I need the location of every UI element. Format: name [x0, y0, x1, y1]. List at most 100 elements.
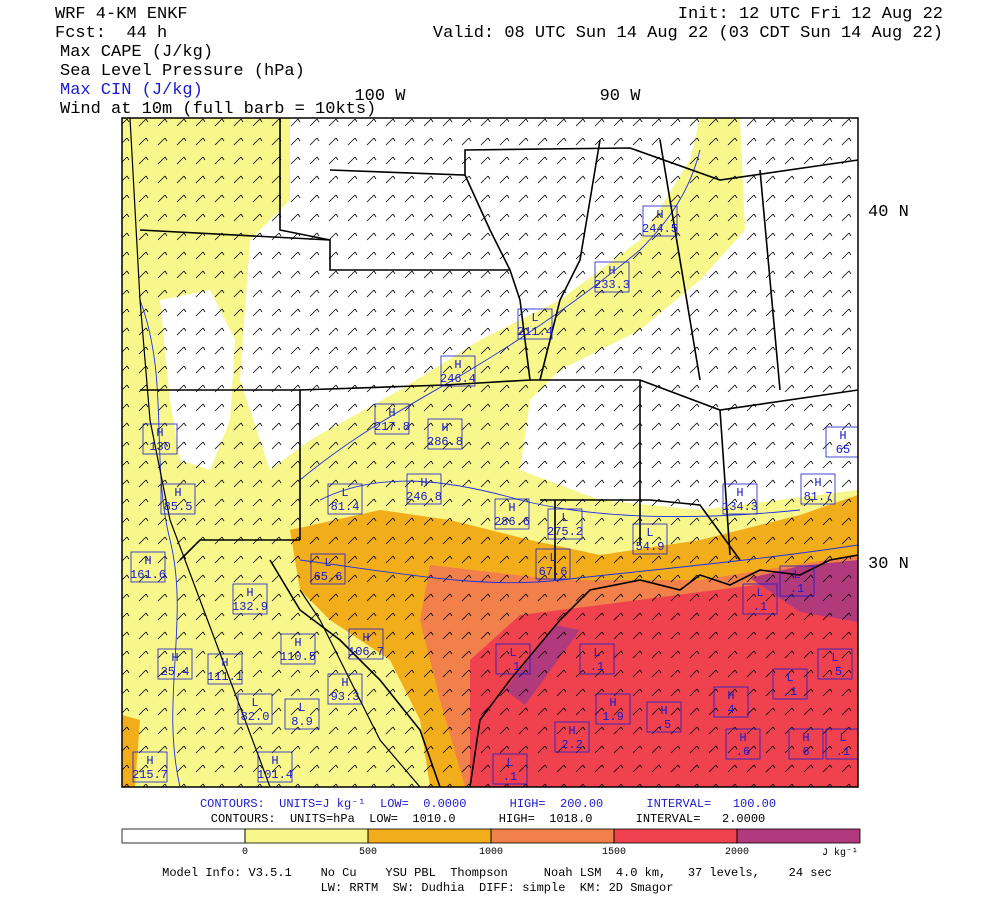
center-box: [554, 721, 590, 753]
valid-time: Valid: 08 UTC Sun 14 Aug 22 (03 CDT Sun …: [433, 24, 943, 43]
field-label: Sea Level Pressure (hPa): [60, 62, 305, 81]
center-value: .5: [828, 665, 842, 679]
colorbar-box: [121, 828, 246, 844]
center-type: H: [146, 754, 153, 768]
contour: [299, 544, 858, 584]
pressure-center: H1.9: [595, 693, 631, 725]
center-value: 286.8: [427, 435, 463, 449]
pressure-center: H.6: [725, 728, 761, 760]
center-value: .1: [590, 660, 604, 674]
center-type: H: [171, 651, 178, 665]
pressure-center: L.1: [495, 643, 531, 675]
center-box: [800, 473, 836, 505]
center-type: L: [831, 651, 838, 665]
pressure-center: H85.5: [160, 483, 196, 515]
pressure-center: L.1: [825, 728, 858, 760]
center-value: 101.4: [257, 768, 293, 782]
center-box: [348, 628, 384, 660]
center-box: [772, 668, 808, 700]
center-box: [547, 508, 583, 540]
center-type: H: [656, 208, 663, 222]
center-box: [579, 643, 615, 675]
field-label: Max CAPE (J/kg): [60, 43, 213, 62]
model-info: Model Info: V3.5.1 No Cu YSU PBL Thompso…: [162, 866, 832, 880]
colorbar-tick-label: 1000: [479, 847, 503, 858]
contour: [299, 149, 701, 481]
pressure-center: L.1: [779, 565, 815, 597]
center-box: [374, 403, 410, 435]
center-box: [427, 418, 463, 450]
colorbar-tick-label: 500: [359, 847, 377, 858]
state-border: [530, 379, 858, 580]
colorbar-box: [613, 828, 738, 844]
pressure-center: H25.4: [157, 648, 193, 680]
center-value: 244.5: [642, 222, 678, 236]
center-type: H: [739, 731, 746, 745]
latitude-label: 30 N: [868, 555, 909, 574]
center-value: 111.1: [207, 670, 243, 684]
pressure-center: H2.2: [554, 721, 590, 753]
pressure-center: L.1: [492, 753, 528, 785]
center-value: 67.6: [539, 565, 568, 579]
center-value: .1: [503, 770, 517, 784]
center-value: .1: [783, 685, 797, 699]
center-value: 81.7: [804, 490, 833, 504]
contour-info: CONTOURS: UNITS=hPa LOW= 1010.0 HIGH= 10…: [211, 812, 766, 826]
center-value: 106.7: [348, 645, 384, 659]
colorbar: 0 500 1000 1500 2000: [121, 828, 861, 858]
center-box: [492, 753, 528, 785]
center-box: [725, 728, 761, 760]
center-box: [595, 693, 631, 725]
center-box: [257, 751, 293, 783]
center-type: H: [420, 476, 427, 490]
forecast-hour: Fcst: 44 h: [55, 24, 167, 43]
center-type: L: [646, 526, 653, 540]
center-type: L: [506, 756, 513, 770]
center-type: H: [454, 358, 461, 372]
center-value: 54.9: [636, 540, 665, 554]
center-box: [160, 483, 196, 515]
center-value: .1: [790, 582, 804, 596]
center-type: H: [508, 501, 515, 515]
field-label: Max CIN (J/kg): [60, 81, 203, 100]
center-value: 1.9: [602, 710, 624, 724]
center-box: [594, 261, 630, 293]
center-type: H: [814, 476, 821, 490]
center-value: 217.8: [374, 420, 410, 434]
state-border: [279, 118, 531, 540]
center-value: .1: [836, 745, 850, 759]
center-box: [517, 308, 553, 340]
center-type: L: [324, 556, 331, 570]
center-value: 286.6: [494, 515, 530, 529]
center-value: 93.3: [331, 690, 360, 704]
center-box: [646, 701, 682, 733]
center-type: H: [736, 486, 743, 500]
colorbar-tick-label: 1500: [602, 847, 626, 858]
center-type: H: [441, 421, 448, 435]
center-type: L: [509, 646, 516, 660]
field-label: Wind at 10m (full barb = 10kts): [60, 100, 376, 119]
center-box: [157, 648, 193, 680]
center-value: 132.9: [232, 600, 268, 614]
center-box: [494, 498, 530, 530]
center-value: .1: [506, 660, 520, 674]
center-box: [535, 548, 571, 580]
center-box: [130, 551, 166, 583]
pressure-center: L.1: [772, 668, 808, 700]
center-type: H: [294, 636, 301, 650]
center-type: H: [271, 754, 278, 768]
center-type: L: [251, 696, 258, 710]
init-time: Init: 12 UTC Fri 12 Aug 22: [678, 5, 943, 24]
state-border: [539, 139, 781, 391]
center-box: [132, 751, 168, 783]
